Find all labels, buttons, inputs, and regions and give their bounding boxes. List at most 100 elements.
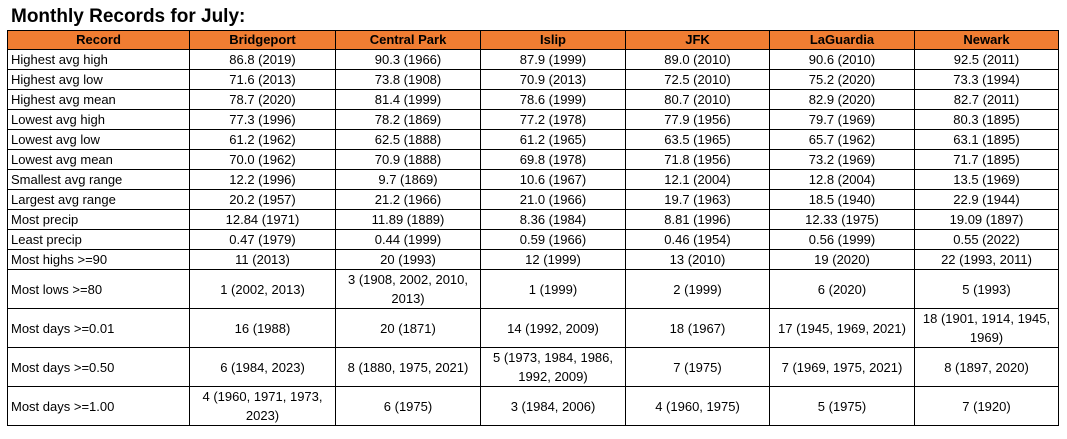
- table-row: Most highs >=90 11 (2013) 20 (1993) 12 (199…: [7, 249, 1059, 270]
- record-value: 1 (1999): [480, 269, 626, 309]
- record-value: 9.7 (1869): [335, 169, 481, 190]
- record-value: 12.1 (2004): [625, 169, 770, 190]
- record-value: 92.5 (2011): [914, 49, 1059, 70]
- record-label: Highest avg mean: [7, 89, 190, 110]
- record-value: 6 (1984, 2023): [189, 347, 336, 387]
- table-row: Most days >=0.50 6 (1984, 2023) 8 (1880, 1…: [7, 347, 1059, 387]
- record-value: 78.7 (2020): [189, 89, 336, 110]
- record-value: 20.2 (1957): [189, 189, 336, 210]
- header-islip: Islip: [480, 30, 626, 50]
- record-value: 5 (1975): [769, 386, 915, 426]
- record-value: 61.2 (1965): [480, 129, 626, 150]
- record-value: 7 (1975): [625, 347, 770, 387]
- record-value: 12.8 (2004): [769, 169, 915, 190]
- record-value: 82.7 (2011): [914, 89, 1059, 110]
- record-value: 81.4 (1999): [335, 89, 481, 110]
- record-value: 87.9 (1999): [480, 49, 626, 70]
- records-table: Record Bridgeport Central Park Islip JFK…: [7, 30, 1059, 426]
- table-row: Lowest avg low 61.2 (1962) 62.5 (1888) 61.2…: [7, 129, 1059, 150]
- record-label: Least precip: [7, 229, 190, 250]
- record-value: 0.56 (1999): [769, 229, 915, 250]
- record-label: Smallest avg range: [7, 169, 190, 190]
- record-value: 80.7 (2010): [625, 89, 770, 110]
- record-value: 90.3 (1966): [335, 49, 481, 70]
- table-row: Lowest avg high 77.3 (1996) 78.2 (1869) 77.…: [7, 109, 1059, 130]
- record-value: 20 (1871): [335, 308, 481, 348]
- record-value: 7 (1920): [914, 386, 1059, 426]
- record-value: 12.33 (1975): [769, 209, 915, 230]
- record-value: 73.3 (1994): [914, 69, 1059, 90]
- record-value: 77.2 (1978): [480, 109, 626, 130]
- record-value: 20 (1993): [335, 249, 481, 270]
- record-label: Lowest avg high: [7, 109, 190, 130]
- record-value: 13 (2010): [625, 249, 770, 270]
- record-value: 14 (1992, 2009): [480, 308, 626, 348]
- record-value: 73.8 (1908): [335, 69, 481, 90]
- record-value: 8 (1897, 2020): [914, 347, 1059, 387]
- record-value: 22.9 (1944): [914, 189, 1059, 210]
- record-value: 19 (2020): [769, 249, 915, 270]
- table-row: Most days >=1.00 4 (1960, 1971, 1973, 202…: [7, 386, 1059, 426]
- record-value: 12.2 (1996): [189, 169, 336, 190]
- record-value: 3 (1908, 2002, 2010, 2013): [335, 269, 481, 309]
- record-value: 12.84 (1971): [189, 209, 336, 230]
- table-row: Most days >=0.01 16 (1988) 20 (1871) 14 (19…: [7, 308, 1059, 348]
- record-value: 22 (1993, 2011): [914, 249, 1059, 270]
- record-label: Lowest avg low: [7, 129, 190, 150]
- record-label: Lowest avg mean: [7, 149, 190, 170]
- table-row: Highest avg high 86.8 (2019) 90.3 (1966) 87…: [7, 49, 1059, 70]
- record-value: 63.5 (1965): [625, 129, 770, 150]
- record-value: 70.9 (2013): [480, 69, 626, 90]
- table-row: Most precip 12.84 (1971) 11.89 (1889) 8.36 …: [7, 209, 1059, 230]
- record-value: 75.2 (2020): [769, 69, 915, 90]
- record-value: 4 (1960, 1975): [625, 386, 770, 426]
- table-row: Highest avg mean 78.7 (2020) 81.4 (1999) 78…: [7, 89, 1059, 110]
- record-value: 69.8 (1978): [480, 149, 626, 170]
- record-value: 2 (1999): [625, 269, 770, 309]
- table-row: Most lows >=80 1 (2002, 2013) 3 (1908, 200…: [7, 269, 1059, 309]
- record-value: 16 (1988): [189, 308, 336, 348]
- record-value: 77.9 (1956): [625, 109, 770, 130]
- record-value: 0.59 (1966): [480, 229, 626, 250]
- record-label: Highest avg low: [7, 69, 190, 90]
- record-value: 0.44 (1999): [335, 229, 481, 250]
- record-label: Most lows >=80: [7, 269, 190, 309]
- record-value: 21.2 (1966): [335, 189, 481, 210]
- table-row: Smallest avg range 12.2 (1996) 9.7 (1869) 1…: [7, 169, 1059, 190]
- record-value: 8.36 (1984): [480, 209, 626, 230]
- record-value: 89.0 (2010): [625, 49, 770, 70]
- record-label: Largest avg range: [7, 189, 190, 210]
- record-value: 79.7 (1969): [769, 109, 915, 130]
- record-value: 86.8 (2019): [189, 49, 336, 70]
- record-value: 78.6 (1999): [480, 89, 626, 110]
- record-value: 72.5 (2010): [625, 69, 770, 90]
- record-value: 65.7 (1962): [769, 129, 915, 150]
- record-value: 61.2 (1962): [189, 129, 336, 150]
- record-value: 70.0 (1962): [189, 149, 336, 170]
- record-value: 77.3 (1996): [189, 109, 336, 130]
- record-value: 18 (1901, 1914, 1945, 1969): [914, 308, 1059, 348]
- record-value: 0.46 (1954): [625, 229, 770, 250]
- record-value: 8.81 (1996): [625, 209, 770, 230]
- header-row: Record Bridgeport Central Park Islip JFK…: [7, 30, 1059, 50]
- record-value: 70.9 (1888): [335, 149, 481, 170]
- header-jfk: JFK: [625, 30, 770, 50]
- record-value: 71.7 (1895): [914, 149, 1059, 170]
- record-value: 11 (2013): [189, 249, 336, 270]
- record-value: 12 (1999): [480, 249, 626, 270]
- record-value: 6 (1975): [335, 386, 481, 426]
- record-value: 10.6 (1967): [480, 169, 626, 190]
- header-newark: Newark: [914, 30, 1059, 50]
- table-row: Highest avg low 71.6 (2013) 73.8 (1908) 70.…: [7, 69, 1059, 90]
- record-value: 0.55 (2022): [914, 229, 1059, 250]
- header-bridgeport: Bridgeport: [189, 30, 336, 50]
- record-value: 6 (2020): [769, 269, 915, 309]
- record-value: 8 (1880, 1975, 2021): [335, 347, 481, 387]
- table-row: Largest avg range 20.2 (1957) 21.2 (1966) 2…: [7, 189, 1059, 210]
- record-value: 71.6 (2013): [189, 69, 336, 90]
- record-label: Highest avg high: [7, 49, 190, 70]
- record-value: 17 (1945, 1969, 2021): [769, 308, 915, 348]
- record-label: Most precip: [7, 209, 190, 230]
- header-record: Record: [7, 30, 190, 50]
- record-label: Most days >=0.50: [7, 347, 190, 387]
